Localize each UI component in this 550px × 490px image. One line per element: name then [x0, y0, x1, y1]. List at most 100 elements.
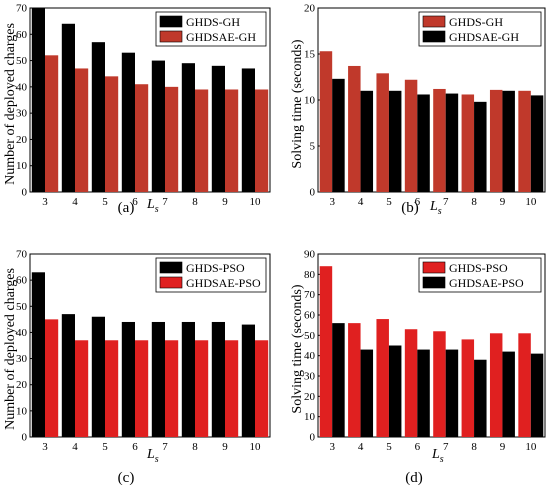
bar-ghds-pso-5: [91, 316, 105, 437]
bar-ghdsae-gh-7: [445, 93, 459, 192]
x-tick-label: 5: [102, 196, 108, 208]
x-tick-label: 8: [192, 196, 198, 208]
x-tick-label: 5: [102, 441, 108, 453]
x-tick-label: 7: [443, 196, 449, 208]
y-tick-label: 60: [16, 29, 28, 41]
y-tick-label: 40: [16, 81, 28, 93]
legend-label: GHDS-GH: [449, 15, 503, 29]
y-tick-label: 60: [304, 310, 316, 322]
bar-ghds-gh-6: [404, 79, 418, 192]
legend-swatch: [422, 276, 446, 289]
bar-ghdsae-pso-5: [388, 345, 402, 437]
x-axis-label: Ls: [431, 447, 444, 465]
y-tick-label: 60: [16, 275, 28, 287]
bar-ghdsae-gh-8: [195, 89, 209, 192]
x-tick-label: 3: [42, 196, 48, 208]
bar-ghdsae-pso-9: [225, 340, 239, 437]
panel-label: (c): [118, 470, 135, 486]
y-tick-label: 0: [310, 187, 316, 199]
y-tick-label: 10: [16, 160, 28, 172]
x-tick-label: 8: [471, 441, 477, 453]
x-tick-label: 8: [192, 441, 198, 453]
bar-ghds-gh-8: [461, 94, 475, 192]
bar-ghds-pso-9: [489, 333, 503, 437]
bar-ghds-pso-7: [151, 321, 165, 437]
bar-ghds-gh-3: [319, 51, 333, 192]
legend-label: GHDS-PSO: [186, 261, 245, 275]
chart-panel-4: 0 10 20 30 40 50 60 70 80 90 3 4 5 6 7 8 9 10 GHDS-PSOGHDS…: [290, 249, 546, 486]
bar-ghds-gh-4: [348, 65, 361, 192]
bar-ghds-gh-4: [61, 23, 75, 193]
bar-ghds-gh-5: [376, 73, 389, 192]
bar-ghdsae-gh-7: [165, 86, 179, 192]
bar-ghdsae-gh-9: [225, 89, 239, 192]
bar-ghds-gh-7: [151, 60, 165, 193]
y-tick-label: 0: [310, 432, 316, 444]
bar-ghds-gh-9: [489, 89, 503, 192]
bar-ghdsae-gh-10: [255, 89, 269, 192]
x-tick-label: 4: [72, 196, 78, 208]
legend-swatch: [422, 15, 446, 28]
bar-ghds-pso-8: [181, 321, 195, 437]
panel-label: (b): [401, 200, 419, 216]
x-tick-label: 3: [329, 196, 335, 208]
x-tick-label: 6: [132, 196, 138, 208]
bar-ghds-gh-10: [241, 68, 255, 192]
y-axis-label: Solving time (seconds): [290, 284, 305, 413]
x-axis-label-subscript: s: [438, 206, 442, 217]
y-tick-label: 50: [16, 55, 28, 67]
x-tick-label: 5: [386, 196, 392, 208]
bar-ghds-pso-10: [241, 324, 255, 437]
bar-ghds-pso-8: [461, 339, 475, 437]
y-tick-label: 20: [16, 134, 28, 146]
bar-ghdsae-gh-4: [75, 68, 89, 192]
x-tick-label: 4: [358, 441, 364, 453]
x-tick-label: 10: [250, 196, 262, 208]
chart-panel-3: 0 10 20 30 40 50 60 70 3 4 5 6 7 8 9 10 GHDS-PSOGHDSAE-P…: [3, 249, 271, 486]
bar-ghdsae-gh-6: [135, 84, 149, 192]
x-tick-label: 10: [525, 441, 537, 453]
bar-ghdsae-pso-10: [530, 353, 544, 437]
x-tick-label: 10: [525, 196, 537, 208]
bar-ghdsae-gh-10: [530, 95, 544, 192]
y-tick-label: 40: [304, 350, 316, 362]
y-tick-label: 0: [22, 187, 28, 199]
y-tick-label: 0: [22, 432, 28, 444]
y-tick-label: 10: [304, 95, 316, 107]
y-tick-label: 40: [16, 327, 28, 339]
bar-ghdsae-pso-6: [417, 349, 430, 437]
y-tick-label: 30: [304, 371, 316, 383]
legend-label: GHDS-GH: [186, 15, 240, 29]
panel-label: (a): [118, 200, 135, 216]
x-tick-label: 7: [162, 196, 168, 208]
legend-label: GHDSAE-PSO: [186, 276, 261, 290]
bar-ghds-gh-5: [91, 42, 105, 192]
bar-ghdsae-gh-8: [474, 101, 487, 192]
bar-ghdsae-gh-5: [105, 76, 119, 192]
plot-frame: [29, 253, 271, 438]
bar-ghdsae-pso-6: [135, 340, 149, 437]
y-tick-label: 30: [16, 108, 28, 120]
x-tick-label: 9: [222, 196, 228, 208]
x-tick-label: 6: [415, 196, 421, 208]
x-tick-label: 5: [386, 441, 392, 453]
plot-frame: [29, 7, 271, 193]
bar-ghdsae-gh-3: [332, 78, 345, 192]
bar-ghds-pso-3: [319, 266, 333, 437]
bar-ghds-pso-6: [404, 329, 418, 437]
y-tick-label: 30: [16, 353, 28, 365]
legend-swatch: [159, 15, 183, 28]
x-axis-label-subscript: s: [440, 454, 444, 465]
y-axis-label: Number of deployed charges: [3, 23, 18, 185]
bar-ghdsae-pso-5: [105, 340, 119, 437]
x-tick-label: 9: [222, 441, 228, 453]
x-tick-label: 8: [471, 196, 477, 208]
x-tick-label: 10: [250, 441, 262, 453]
y-tick-label: 20: [16, 379, 28, 391]
y-tick-label: 70: [304, 289, 316, 301]
legend-label: GHDSAE-GH: [449, 30, 519, 44]
bar-ghdsae-gh-3: [45, 55, 59, 192]
bar-ghdsae-gh-4: [360, 90, 374, 192]
y-axis-label: Number of deployed charges: [3, 268, 18, 430]
